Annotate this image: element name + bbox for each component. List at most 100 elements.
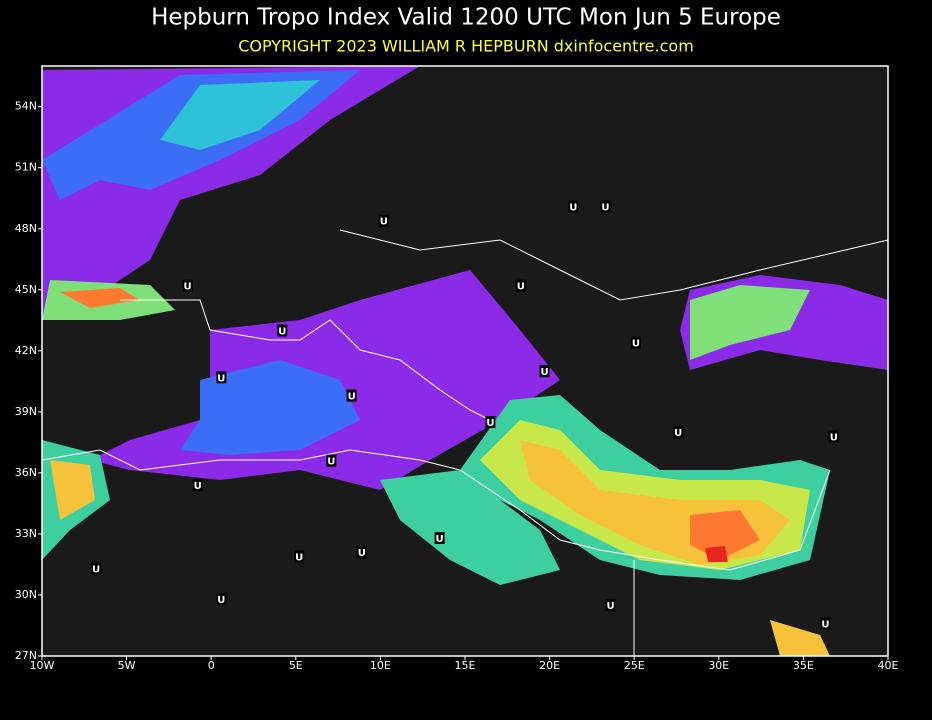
marker-box <box>568 200 579 213</box>
field-red <box>705 546 728 562</box>
marker-label: U <box>821 619 829 630</box>
marker-box <box>277 324 288 337</box>
marker-label: U <box>295 552 303 563</box>
marker-box <box>294 550 305 563</box>
marker-box <box>600 200 611 213</box>
pressure-marker: U <box>91 562 102 576</box>
marker-box <box>326 454 337 467</box>
pressure-marker: U <box>515 279 526 293</box>
marker-box <box>539 365 550 378</box>
marker-box <box>192 479 203 492</box>
marker-box <box>91 562 102 575</box>
marker-label: U <box>674 428 682 439</box>
marker-label: U <box>217 595 225 606</box>
marker-label: U <box>569 202 577 213</box>
pressure-marker: U <box>828 430 839 443</box>
marker-label: U <box>194 481 202 492</box>
marker-label: U <box>517 282 525 293</box>
pressure-marker: U <box>630 336 641 350</box>
pressure-marker: U <box>539 365 550 378</box>
marker-box <box>182 279 193 292</box>
y-tick-label: 27N <box>15 649 37 662</box>
marker-label: U <box>486 418 494 429</box>
x-tick-label: 25E <box>624 659 645 672</box>
field-teal <box>380 470 560 585</box>
map-subtitle: COPYRIGHT 2023 WILLIAM R HEPBURN dxinfoc… <box>238 37 694 56</box>
marker-label: U <box>436 534 444 545</box>
pressure-marker: U <box>356 546 367 559</box>
coastline <box>41 449 831 571</box>
x-tick-label: 10W <box>30 659 55 672</box>
marker-box <box>216 371 227 384</box>
field-orange <box>60 288 140 308</box>
pressure-marker: U <box>485 416 496 429</box>
pressure-marker: U <box>346 389 357 403</box>
x-tick-label: 40E <box>878 659 899 672</box>
marker-label: U <box>601 202 609 213</box>
marker-box <box>673 426 684 439</box>
y-tick-label: 54N <box>15 100 37 113</box>
x-tick-label: 10E <box>370 659 391 672</box>
coastlines <box>41 229 889 656</box>
pressure-marker: U <box>277 324 288 337</box>
y-tick-label: 45N <box>15 283 37 296</box>
field-green <box>690 285 810 360</box>
marker-box <box>485 416 496 429</box>
field-orange <box>690 510 760 560</box>
marker-label: U <box>380 217 388 228</box>
marker-box <box>515 279 526 292</box>
field-yellow <box>770 620 830 656</box>
pressure-marker: U <box>600 200 611 213</box>
y-tick-label: 36N <box>15 466 37 479</box>
x-tick-label: 15E <box>455 659 476 672</box>
map-title: Hepburn Tropo Index Valid 1200 UTC Mon J… <box>151 5 781 31</box>
field-blue <box>180 360 360 455</box>
x-tick-label: 5E <box>289 659 303 672</box>
marker-label: U <box>92 565 100 576</box>
x-tick-label: 0 <box>208 659 215 672</box>
pressure-marker: U <box>378 214 389 228</box>
pressure-marker: U <box>820 617 831 630</box>
coastline <box>120 299 491 421</box>
field-yellow <box>50 460 95 520</box>
pressure-marker: U <box>568 200 579 213</box>
marker-label: U <box>540 367 548 378</box>
x-tick-label: 5W <box>118 659 136 672</box>
y-tick-label: 48N <box>15 222 37 235</box>
y-tick-label: 51N <box>15 161 37 174</box>
field-cyan <box>160 80 320 150</box>
marker-box <box>828 430 839 443</box>
border <box>339 229 889 301</box>
pressure-marker: U <box>434 532 445 545</box>
pressure-marker: U <box>673 426 684 439</box>
pressure-marker: U <box>294 550 305 563</box>
marker-box <box>378 214 389 227</box>
y-tick-label: 39N <box>15 405 37 418</box>
marker-box <box>630 336 641 349</box>
marker-label: U <box>348 392 356 403</box>
marker-box <box>346 389 357 402</box>
pressure-marker: U <box>326 454 337 468</box>
index-field <box>42 66 888 656</box>
pressure-marker: U <box>605 599 616 612</box>
map-area <box>41 65 889 657</box>
marker-label: U <box>632 339 640 350</box>
pressure-marker: U <box>216 593 227 606</box>
marker-label: U <box>217 373 225 384</box>
marker-label: U <box>606 601 614 612</box>
y-tick-label: 42N <box>15 344 37 357</box>
marker-box <box>820 617 831 630</box>
x-tick-label: 30E <box>708 659 729 672</box>
marker-label: U <box>358 548 366 559</box>
x-tick-label: 35E <box>793 659 814 672</box>
marker-label: U <box>327 457 335 468</box>
marker-label: U <box>278 326 286 337</box>
y-tick-label: 30N <box>15 588 37 601</box>
pressure-marker: U <box>192 479 203 492</box>
marker-label: U <box>183 282 191 293</box>
y-tick-label: 33N <box>15 527 37 540</box>
marker-box <box>434 532 445 544</box>
marker-label: U <box>830 432 838 443</box>
marker-box <box>216 593 227 606</box>
